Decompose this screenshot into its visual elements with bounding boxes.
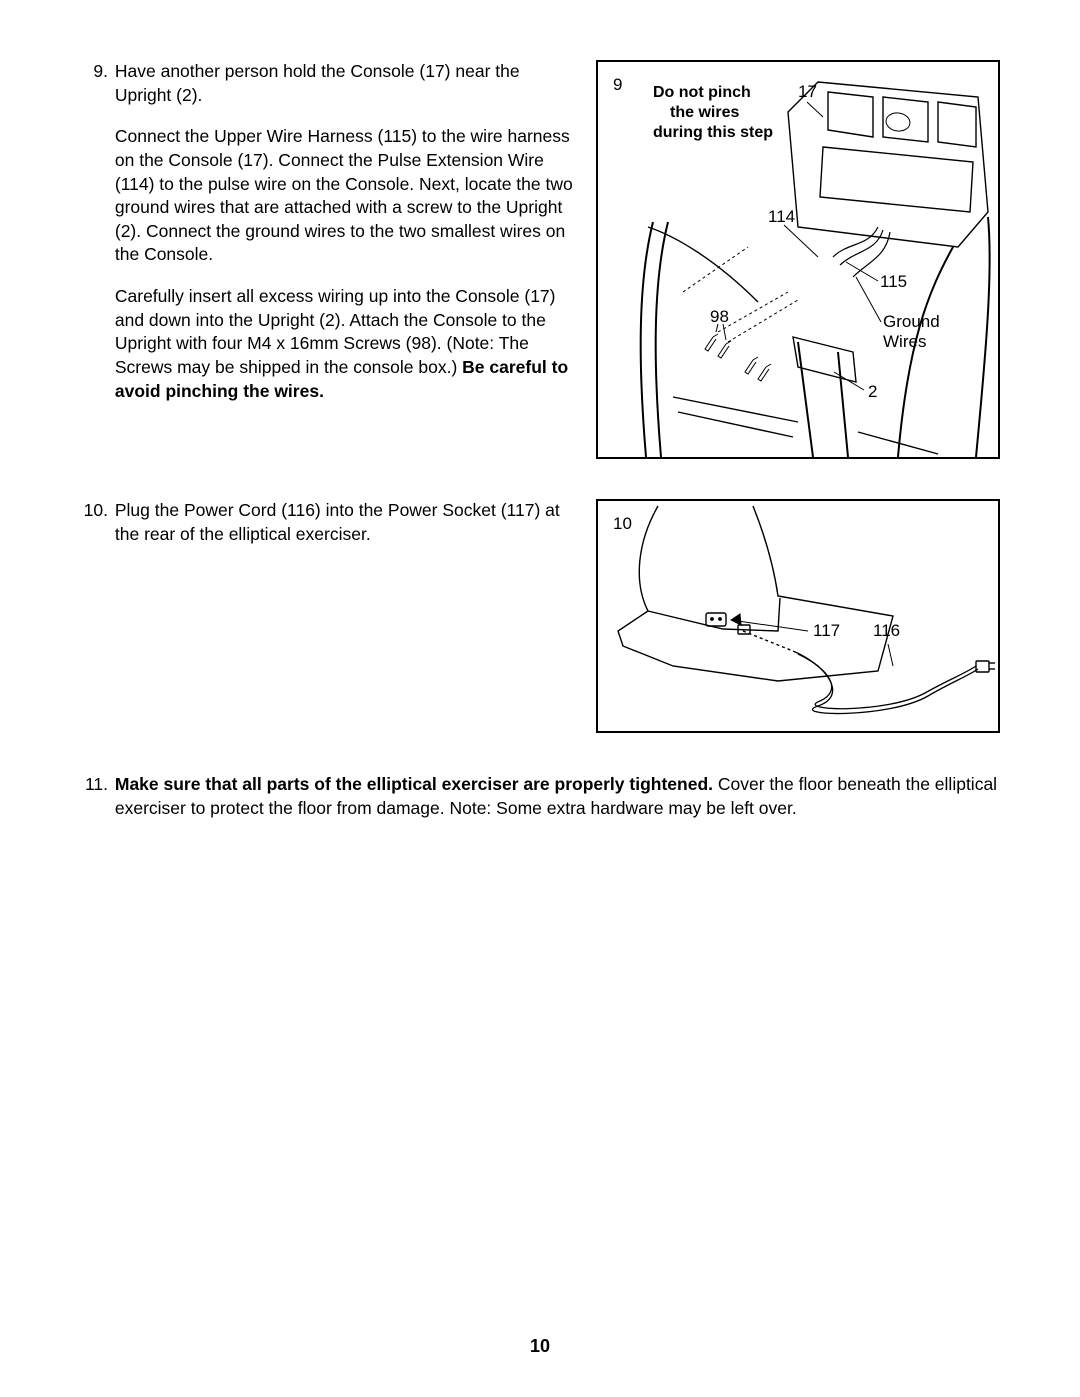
step-9-p3: Carefully insert all excess wiring up in…	[115, 285, 575, 403]
diagram-9-label-17: 17	[798, 82, 817, 101]
callout-lines	[683, 247, 798, 342]
step-11-row: 11. Make sure that all parts of the elli…	[80, 773, 1000, 838]
diagram-10-label-117: 117	[813, 621, 840, 640]
step-10-number: 10.	[80, 499, 108, 523]
diagram-9-svg: 9 Do not pinch the wires during this ste…	[598, 62, 998, 457]
diagram-10-box-label: 10	[613, 514, 632, 533]
base-drawing	[618, 506, 995, 714]
step-10-body: Plug the Power Cord (116) into the Power…	[115, 499, 575, 564]
diagram-9-label-ground1: Ground	[883, 312, 940, 331]
screws	[705, 334, 771, 381]
diagram-9-label-114: 114	[768, 207, 795, 226]
diagram-9-box-label: 9	[613, 75, 622, 94]
step-11-number: 11.	[80, 773, 108, 797]
step-9-p1: Have another person hold the Console (17…	[115, 60, 575, 107]
diagram-10: 10	[596, 499, 1000, 733]
diagram-9-warn-l3: during this step	[653, 124, 773, 141]
page-container: 9. Have another person hold the Console …	[0, 0, 1080, 1397]
diagram-9: 9 Do not pinch the wires during this ste…	[596, 60, 1000, 459]
diagram-10-svg: 10	[598, 501, 998, 731]
arrow-117	[731, 614, 808, 631]
step-9-body: Have another person hold the Console (17…	[115, 60, 575, 421]
step-9-number: 9.	[80, 60, 108, 84]
diagram-9-label-98: 98	[710, 307, 729, 326]
diagram-9-warn-l2: the wires	[670, 104, 739, 121]
diagram-9-warn-l1: Do not pinch	[653, 84, 751, 101]
step-10-row: 10. Plug the Power Cord (116) into the P…	[80, 499, 1000, 733]
line-116	[888, 644, 893, 666]
page-number: 10	[0, 1336, 1080, 1357]
step-10-text: 10. Plug the Power Cord (116) into the P…	[80, 499, 576, 564]
step-9-text: 9. Have another person hold the Console …	[80, 60, 576, 421]
diagram-9-label-115: 115	[880, 272, 907, 291]
diagram-9-label-2: 2	[868, 382, 877, 401]
diagram-10-label-116: 116	[873, 621, 900, 640]
step-10-p1: Plug the Power Cord (116) into the Power…	[115, 499, 575, 546]
step-9-row: 9. Have another person hold the Console …	[80, 60, 1000, 459]
step-11-body: Make sure that all parts of the elliptic…	[115, 773, 999, 838]
step-11-p1: Make sure that all parts of the elliptic…	[115, 773, 999, 820]
diagram-9-label-ground2: Wires	[883, 332, 926, 351]
step-9-p2: Connect the Upper Wire Harness (115) to …	[115, 125, 575, 267]
